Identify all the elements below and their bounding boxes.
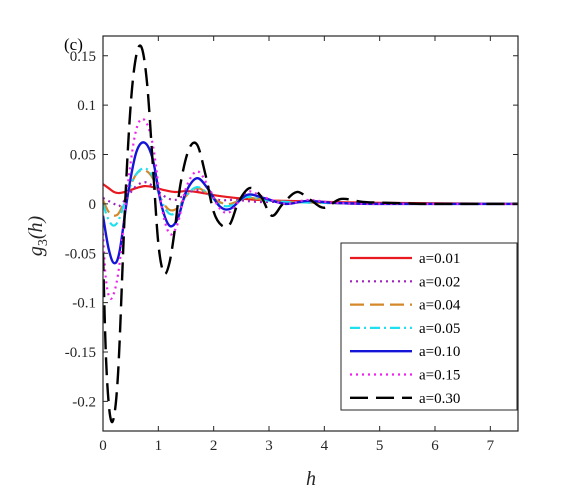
x-tick-label: 7 [487, 438, 495, 454]
plot-frame [102, 35, 519, 432]
legend-label-4: a=0.05 [419, 321, 460, 337]
y-axis-label-arg: (h) [25, 216, 47, 240]
legend-label-6: a=0.15 [419, 368, 460, 384]
panel-label: (c) [64, 35, 83, 54]
legend-label-1: a=0.01 [419, 251, 460, 267]
series-layer [103, 44, 518, 424]
x-tick-label: 1 [155, 438, 163, 454]
series-line-5 [103, 141, 518, 265]
legend-label-3: a=0.04 [419, 298, 461, 314]
y-tick-label: -0.1 [72, 296, 96, 312]
legend-label-2: a=0.02 [419, 274, 460, 290]
x-tick-label: 6 [431, 438, 439, 454]
y-tick-label: -0.05 [65, 246, 96, 262]
y-tick-label: 0.15 [70, 49, 96, 65]
legend-label-7: a=0.30 [419, 391, 460, 407]
y-axis-label-sub: 3 [36, 239, 51, 246]
series-line-6 [103, 117, 518, 300]
ticks-layer: 0 1 2 3 4 5 6 7 0.15 0.1 0.05 0 -0.05 -0.1 -0.15 -0.2 [65, 36, 518, 454]
legend-label-5: a=0.10 [419, 344, 460, 360]
legend: a=0.01 a=0.02 a=0.04 a=0.05 a=0.10 a=0.15 a=0.… [340, 242, 518, 411]
y-tick-label: 0 [89, 197, 97, 213]
legend-box [340, 242, 518, 411]
x-tick-label: 2 [210, 438, 218, 454]
x-axis-label: h [306, 468, 316, 490]
x-tick-label: 0 [99, 438, 107, 454]
y-tick-label: -0.2 [72, 394, 96, 410]
y-tick-label: 0.05 [70, 148, 96, 164]
y-tick-label: -0.15 [65, 345, 96, 361]
series-line-7 [103, 44, 518, 424]
x-tick-label: 4 [321, 438, 329, 454]
y-axis-label: g3(h) [25, 216, 51, 257]
x-tick-label: 5 [376, 438, 384, 454]
x-tick-label: 3 [265, 438, 273, 454]
y-axis-label-main: g [25, 246, 47, 256]
y-tick-label: 0.1 [77, 98, 96, 114]
